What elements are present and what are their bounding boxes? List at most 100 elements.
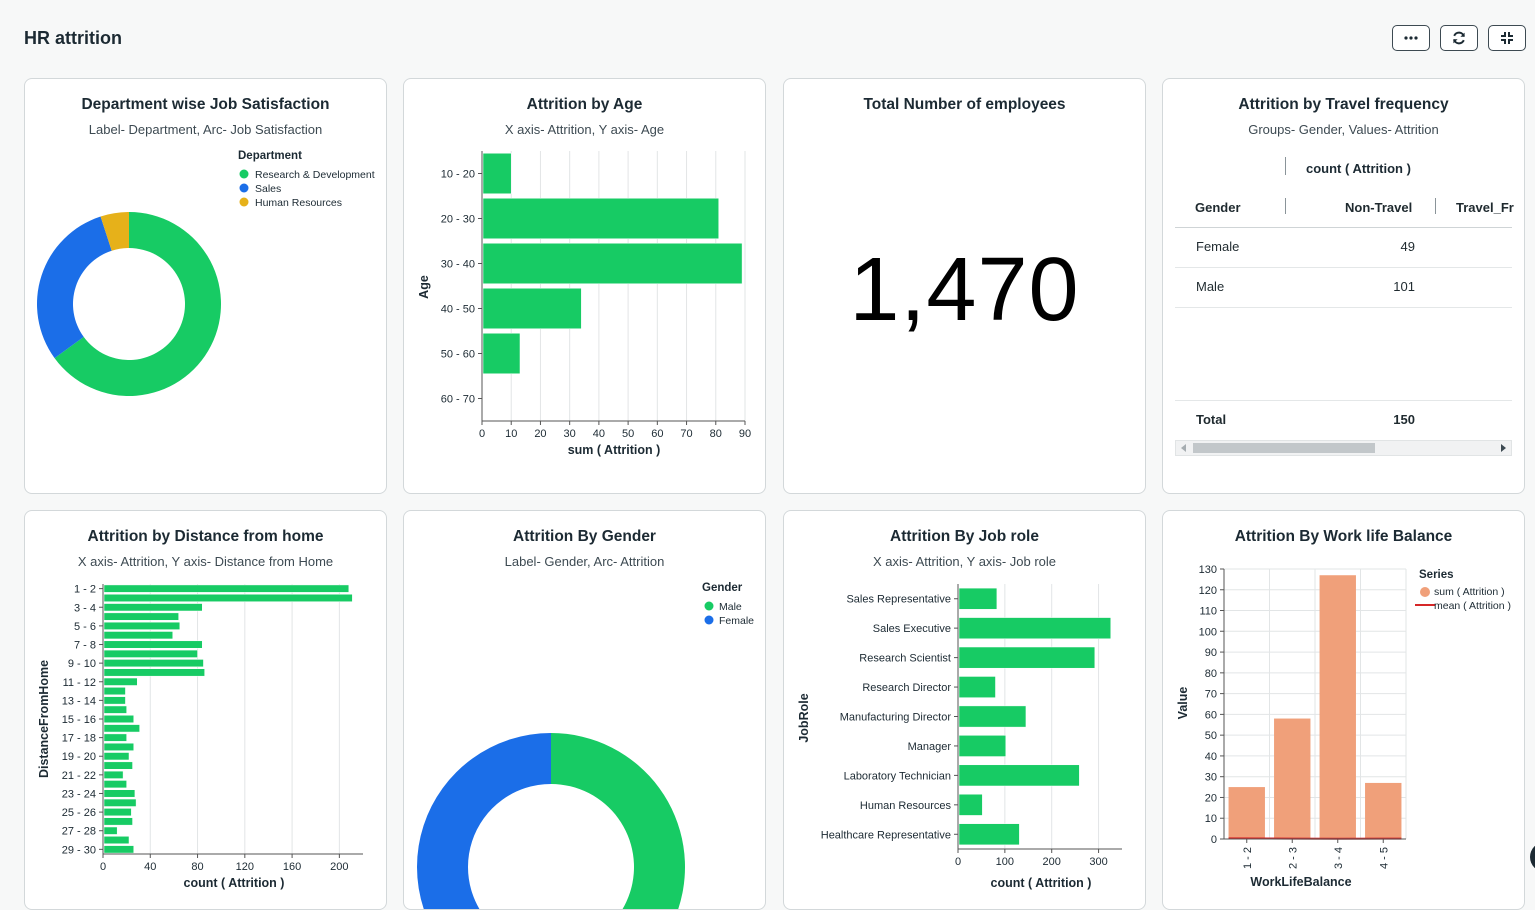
page-title: HR attrition — [24, 28, 122, 49]
table-row: Male 101 — [1175, 267, 1512, 308]
card-subtitle: Groups- Gender, Values- Attrition — [1163, 122, 1524, 137]
y-tick-label: Research Scientist — [859, 653, 951, 665]
travel-frequency-card: Attrition by Travel frequency Groups- Ge… — [1162, 78, 1525, 494]
dept-job-satisfaction-card: Department wise Job Satisfaction Label- … — [24, 78, 387, 494]
bar — [104, 706, 127, 713]
horizontal-scrollbar[interactable] — [1175, 440, 1512, 456]
bar — [104, 678, 137, 685]
bar — [1365, 783, 1401, 839]
bar — [104, 715, 134, 722]
y-tick-label: 60 - 70 — [441, 394, 475, 406]
bar — [959, 588, 997, 609]
bar — [104, 846, 134, 853]
y-tick-label: 9 - 10 — [68, 658, 96, 670]
y-tick-label: Manager — [908, 741, 952, 753]
y-tick-label: 10 - 20 — [441, 169, 475, 181]
x-tick-label: 50 — [622, 428, 634, 440]
x-tick-label: 30 — [564, 428, 576, 440]
legend-title: Department — [238, 150, 302, 162]
column-header-travel-frequently[interactable]: Travel_Fr — [1456, 200, 1514, 215]
y-tick-label: Laboratory Technician — [844, 770, 951, 782]
y-tick-label: 50 - 60 — [441, 349, 475, 361]
x-tick-label: 2 - 3 — [1287, 847, 1299, 869]
divider — [1435, 198, 1436, 214]
legend-item: Sales — [255, 183, 281, 195]
y-tick-label: 27 - 28 — [62, 826, 96, 838]
y-tick-label: 0 — [1211, 834, 1217, 846]
refresh-button[interactable] — [1440, 25, 1478, 51]
bar — [483, 153, 511, 194]
collapse-button[interactable] — [1488, 25, 1526, 51]
x-tick-label: 80 — [191, 861, 203, 873]
divider — [1285, 198, 1286, 214]
bar — [104, 641, 202, 648]
bar — [104, 780, 127, 787]
y-tick-label: 23 - 24 — [62, 788, 96, 800]
attrition-by-gender-card: Attrition By Gender Label- Gender, Arc- … — [403, 510, 766, 910]
y-tick-label: 40 — [1205, 751, 1217, 763]
x-tick-label: 100 — [996, 856, 1014, 868]
x-tick-label: 0 — [100, 861, 106, 873]
scroll-right-icon[interactable] — [1501, 444, 1506, 452]
scroll-left-icon[interactable] — [1181, 444, 1186, 452]
y-tick-label: 17 - 18 — [62, 733, 96, 745]
bar — [104, 631, 173, 638]
x-tick-label: 1 - 2 — [1242, 847, 1254, 869]
bar — [104, 687, 125, 694]
column-header-non-travel[interactable]: Non-Travel — [1345, 200, 1412, 215]
legend-title: Gender — [702, 582, 743, 594]
bar — [104, 818, 133, 825]
column-header-gender[interactable]: Gender — [1195, 200, 1241, 215]
bar — [104, 585, 349, 592]
bar — [104, 790, 135, 797]
y-tick-label: 21 - 22 — [62, 770, 96, 782]
y-tick-label: 90 — [1205, 647, 1217, 659]
scrollbar-thumb[interactable] — [1193, 443, 1375, 453]
bar — [104, 753, 129, 760]
row-value: 101 — [1355, 279, 1415, 294]
row-gender: Male — [1196, 279, 1224, 294]
x-axis-label: sum ( Attrition ) — [568, 443, 661, 457]
bar — [104, 771, 123, 778]
x-tick-label: 60 — [651, 428, 663, 440]
bar — [104, 827, 117, 834]
bar — [959, 735, 1006, 756]
y-tick-label: 3 - 4 — [74, 602, 96, 614]
bar — [104, 762, 133, 769]
ellipsis-icon — [1403, 35, 1419, 41]
x-tick-label: 200 — [1043, 856, 1061, 868]
bar — [104, 725, 140, 732]
y-tick-label: 100 — [1199, 626, 1217, 638]
bar — [104, 613, 179, 620]
y-tick-label: 10 — [1205, 813, 1217, 825]
x-tick-label: 90 — [739, 428, 751, 440]
legend-swatch — [1420, 587, 1430, 597]
bar — [959, 765, 1079, 786]
bar — [959, 618, 1111, 639]
pivot-header-row: Gender Non-Travel Travel_Fr — [1175, 187, 1512, 228]
bar — [483, 243, 742, 284]
y-tick-label: 15 - 16 — [62, 714, 96, 726]
bar — [104, 594, 352, 601]
y-tick-label: 1 - 2 — [74, 584, 96, 596]
y-tick-label: 40 - 50 — [441, 304, 475, 316]
dept-donut-chart: Department Research & Development Sales … — [25, 79, 386, 493]
bar — [483, 288, 581, 329]
bar — [104, 799, 136, 806]
bar — [104, 669, 205, 676]
more-options-button[interactable] — [1392, 25, 1430, 51]
floating-action-button[interactable] — [1530, 842, 1535, 872]
y-tick-label: 30 — [1205, 772, 1217, 784]
bar — [104, 734, 127, 741]
x-tick-label: 40 — [593, 428, 605, 440]
y-tick-label: 11 - 12 — [63, 677, 96, 689]
legend-item: Research & Development — [255, 169, 375, 181]
y-axis-label: Value — [1176, 687, 1190, 720]
donut-slice — [37, 217, 112, 359]
bar — [104, 808, 131, 815]
bar — [104, 836, 129, 843]
refresh-icon — [1451, 30, 1467, 46]
